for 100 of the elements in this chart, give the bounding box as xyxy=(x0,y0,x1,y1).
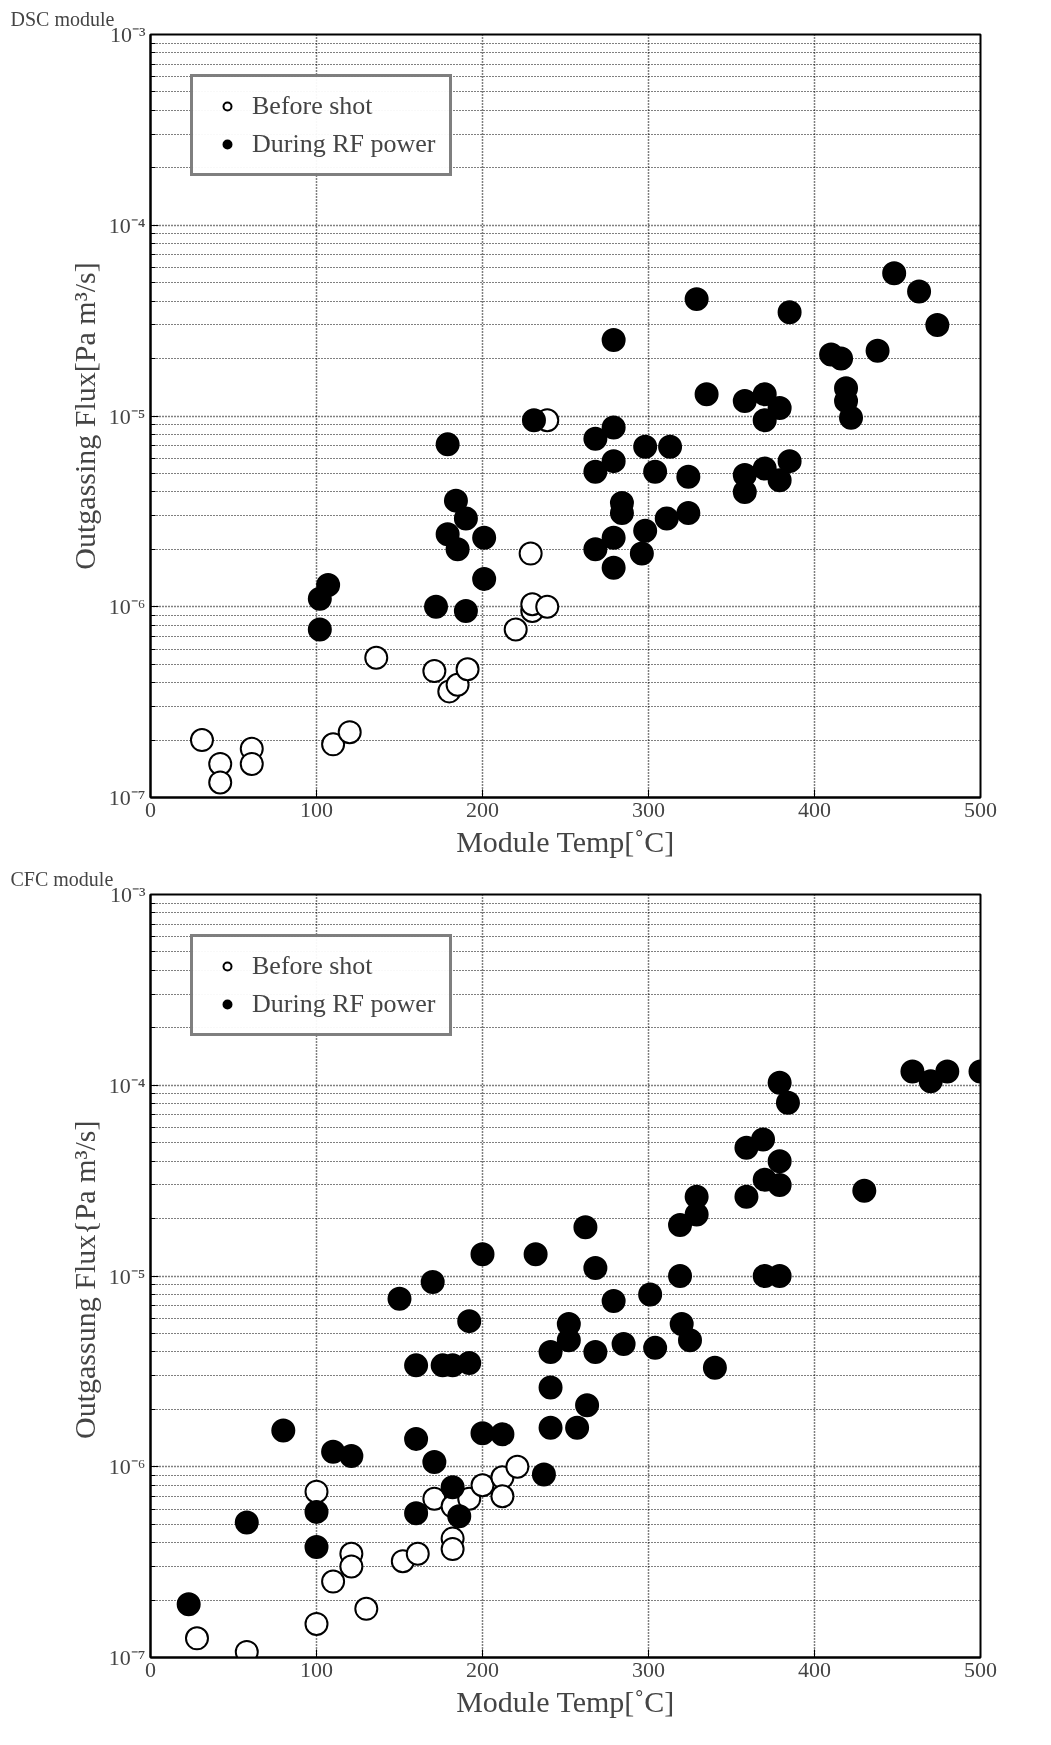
x-tick-label: 200 xyxy=(466,1656,499,1682)
point xyxy=(518,541,543,566)
point xyxy=(354,1596,379,1621)
point xyxy=(583,537,608,562)
point xyxy=(767,396,792,421)
point xyxy=(239,751,264,776)
point xyxy=(732,388,757,413)
point xyxy=(643,459,668,484)
point xyxy=(387,1286,412,1311)
point xyxy=(420,1270,445,1294)
point xyxy=(573,1215,598,1240)
point xyxy=(234,1510,259,1535)
point xyxy=(583,426,608,451)
point xyxy=(900,1059,925,1084)
x-tick-label: 100 xyxy=(300,1656,333,1682)
point xyxy=(575,1393,600,1418)
y-tick-label: 10⁻⁴ xyxy=(108,1072,146,1098)
point xyxy=(364,645,389,670)
x-axis-title: Module Temp[˚C] xyxy=(456,1684,675,1718)
point xyxy=(668,1213,693,1238)
x-tick-label: 400 xyxy=(798,1656,831,1682)
point xyxy=(734,1184,759,1209)
y-tick-label: 10⁻⁷ xyxy=(108,785,146,810)
point xyxy=(404,1501,429,1526)
y-tick-label: 10⁻⁶ xyxy=(108,1454,146,1480)
point xyxy=(176,1592,201,1617)
point xyxy=(676,501,701,525)
point xyxy=(523,1242,548,1267)
point xyxy=(777,300,802,325)
point xyxy=(601,449,626,474)
x-tick-label: 300 xyxy=(632,796,665,822)
point xyxy=(457,1350,482,1375)
point xyxy=(422,1449,447,1474)
point xyxy=(490,1422,515,1447)
x-tick-label: 500 xyxy=(964,796,997,822)
y-tick-label: 10⁻⁵ xyxy=(108,403,146,429)
point xyxy=(321,1569,346,1594)
point xyxy=(422,659,447,684)
point xyxy=(453,599,478,623)
point xyxy=(538,1375,563,1400)
point xyxy=(658,434,683,459)
point xyxy=(404,1353,429,1378)
point xyxy=(668,1264,693,1288)
point xyxy=(694,382,719,407)
point xyxy=(505,1454,530,1479)
point xyxy=(633,434,658,459)
point xyxy=(638,1282,663,1307)
point xyxy=(470,1242,495,1267)
point xyxy=(767,1173,792,1197)
x-tick-label: 100 xyxy=(300,796,333,822)
point xyxy=(453,506,478,531)
point xyxy=(321,732,346,757)
x-tick-label: 300 xyxy=(632,1656,665,1682)
point xyxy=(678,1328,702,1353)
point xyxy=(440,1537,465,1562)
point xyxy=(531,1462,556,1487)
x-axis-title: Module Temp[˚C] xyxy=(456,824,675,858)
point xyxy=(470,1473,495,1498)
point xyxy=(643,1335,668,1360)
point xyxy=(565,1415,590,1440)
point xyxy=(865,338,890,363)
point xyxy=(629,541,654,566)
point xyxy=(424,594,449,619)
point xyxy=(538,1415,563,1440)
point xyxy=(767,1070,792,1095)
point xyxy=(304,1611,329,1636)
legend-label: Before shot xyxy=(252,91,373,121)
y-tick-label: 10⁻⁴ xyxy=(108,212,146,238)
point xyxy=(455,657,480,682)
point xyxy=(777,449,802,474)
point xyxy=(676,464,701,489)
point xyxy=(445,537,470,562)
point xyxy=(925,313,950,337)
point xyxy=(337,720,362,745)
point xyxy=(583,459,608,484)
y-axis-title: Outgassing Flux[Pa m³/s] xyxy=(67,262,101,570)
point xyxy=(583,1256,608,1281)
x-tick-label: 500 xyxy=(964,1656,997,1682)
point xyxy=(882,261,907,286)
point xyxy=(775,1090,800,1115)
y-axis-title: Outgassung Flux{Pa m³/s] xyxy=(67,1120,101,1439)
point xyxy=(654,506,679,531)
point xyxy=(503,617,528,642)
point xyxy=(208,770,233,795)
point xyxy=(339,1554,364,1579)
point xyxy=(601,555,626,580)
point xyxy=(839,405,864,430)
point xyxy=(601,415,626,440)
chart-title: DSC module xyxy=(10,7,115,30)
point xyxy=(435,432,460,457)
point xyxy=(538,1339,563,1364)
point xyxy=(633,518,658,543)
point xyxy=(339,1443,364,1468)
x-tick-label: 200 xyxy=(466,796,499,822)
point xyxy=(702,1355,727,1380)
point xyxy=(405,1541,430,1566)
point xyxy=(490,1484,515,1509)
x-tick-label: 0 xyxy=(145,796,156,822)
point xyxy=(189,728,214,753)
point xyxy=(404,1426,429,1451)
